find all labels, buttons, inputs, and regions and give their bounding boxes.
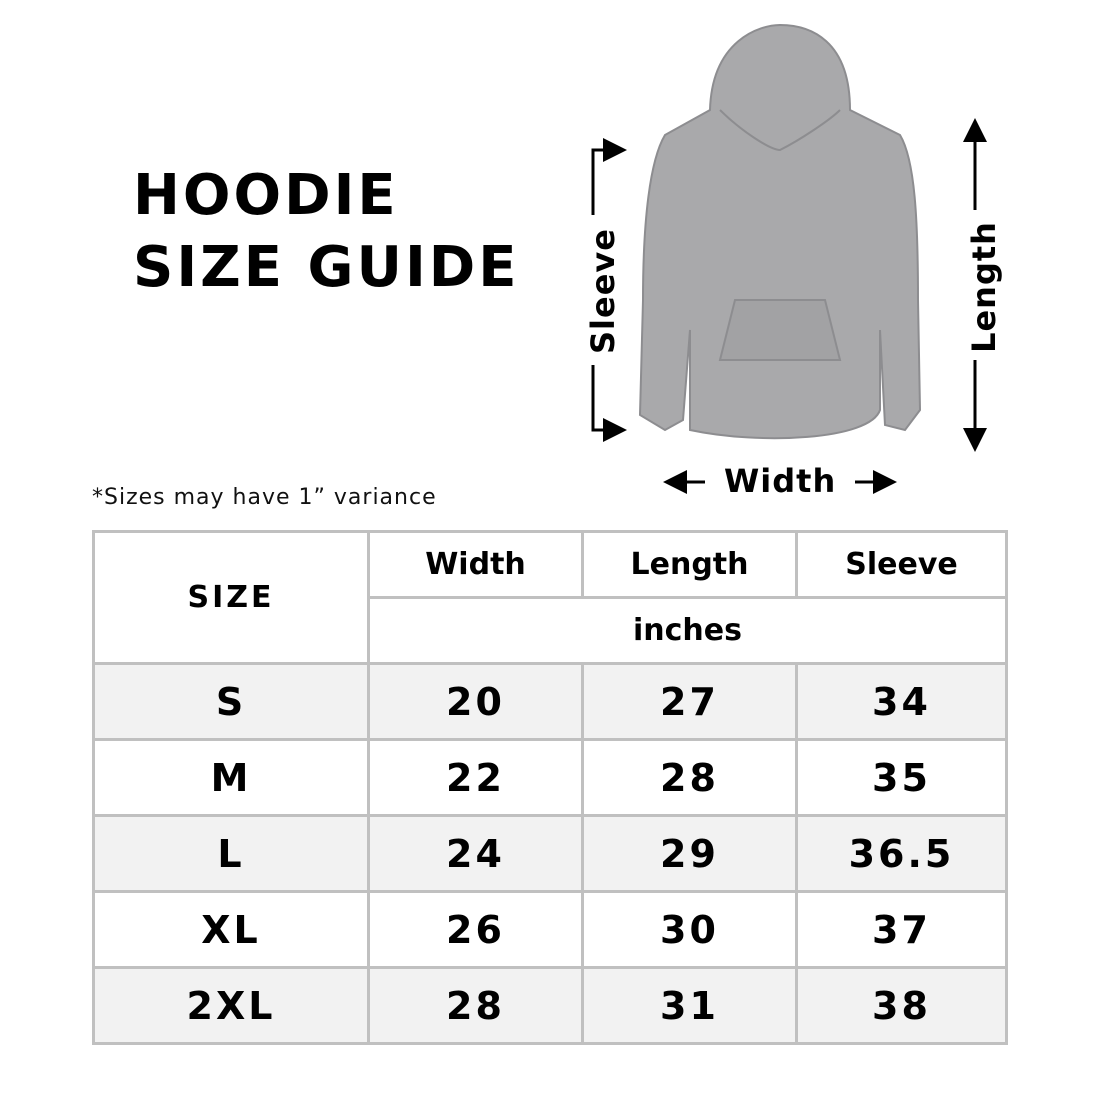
sleeve-label: Sleeve <box>583 228 622 354</box>
unit-label: inches <box>367 596 1008 665</box>
sleeve-cell: 38 <box>795 966 1008 1045</box>
length-cell: 27 <box>581 662 798 741</box>
sleeve-cell: 34 <box>795 662 1008 741</box>
length-cell: 28 <box>581 738 798 817</box>
size-table: SIZE Width Length Sleeve inches S 20 27 … <box>92 530 1008 1045</box>
length-cell: 31 <box>581 966 798 1045</box>
width-header: Width <box>367 530 584 599</box>
title-line-2: SIZE GUIDE <box>133 235 520 300</box>
hoodie-image <box>638 23 922 440</box>
table-row: S 20 27 34 <box>92 662 1008 741</box>
variance-note: *Sizes may have 1” variance <box>92 485 437 510</box>
size-cell: XL <box>92 890 370 969</box>
length-header: Length <box>581 530 798 599</box>
sleeve-cell: 37 <box>795 890 1008 969</box>
table-row: 2XL 28 31 38 <box>92 966 1008 1045</box>
sleeve-arrow <box>591 138 627 442</box>
sleeve-header: Sleeve <box>795 530 1008 599</box>
page-title: HOODIE SIZE GUIDE <box>133 160 520 304</box>
size-cell: 2XL <box>92 966 370 1045</box>
width-cell: 28 <box>367 966 584 1045</box>
size-cell: M <box>92 738 370 817</box>
length-cell: 30 <box>581 890 798 969</box>
sleeve-cell: 36.5 <box>795 814 1008 893</box>
width-label: Width <box>724 462 837 500</box>
width-cell: 24 <box>367 814 584 893</box>
length-label: Length <box>964 221 1003 353</box>
width-cell: 26 <box>367 890 584 969</box>
table-row: XL 26 30 37 <box>92 890 1008 969</box>
size-cell: L <box>92 814 370 893</box>
table-row: M 22 28 35 <box>92 738 1008 817</box>
width-cell: 22 <box>367 738 584 817</box>
table-row: L 24 29 36.5 <box>92 814 1008 893</box>
length-cell: 29 <box>581 814 798 893</box>
size-header: SIZE <box>92 530 370 665</box>
width-cell: 20 <box>367 662 584 741</box>
size-cell: S <box>92 662 370 741</box>
hoodie-diagram <box>591 23 987 494</box>
title-line-1: HOODIE <box>133 163 399 228</box>
sleeve-cell: 35 <box>795 738 1008 817</box>
